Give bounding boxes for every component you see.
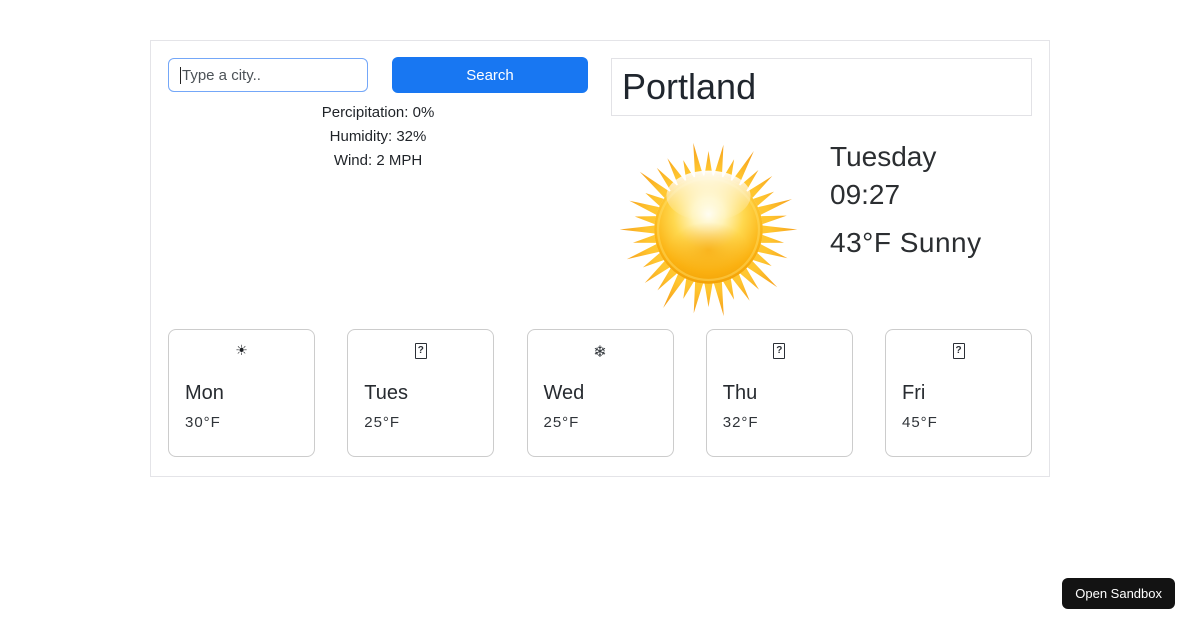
forecast-card-mon: ☀ Mon 30°F [168,329,315,457]
current-condition: 43°F Sunny [830,227,982,258]
forecast-temp: 25°F [543,414,580,431]
forecast-temp: 32°F [722,414,759,431]
current-weather: Tuesday 09:27 43°F Sunny [611,136,1032,323]
forecast-day: Tues [364,382,408,404]
search-button[interactable]: Search [392,57,588,93]
forecast-day: Fri [902,382,926,404]
forecast-day: Thu [722,382,758,404]
search-panel: Search Percipitation: 0% Humidity: 32% W… [168,57,588,323]
wind-stat: Wind: 2 MPH [333,152,423,169]
missing-glyph-icon: ? [952,343,965,360]
top-row: Search Percipitation: 0% Humidity: 32% W… [168,57,1032,323]
city-search-field-wrap [168,58,368,93]
weather-app-card: Search Percipitation: 0% Humidity: 32% W… [150,40,1050,477]
forecast-temp: 45°F [902,414,938,431]
current-time: 09:27 [830,179,901,210]
text-caret [180,67,181,84]
forecast-card-tues: ? Tues 25°F [347,329,495,457]
current-weather-panel: Portland [611,58,1032,323]
forecast-row: ☀ Mon 30°F ? Tues 25°F ❄ Wed 25°F ? Thu … [168,329,1032,457]
humidity-stat: Humidity: 32% [329,128,427,145]
snowflake-icon: ❄ [593,344,607,361]
missing-glyph-icon: ? [414,343,427,360]
missing-glyph-icon: ? [773,343,786,360]
city-search-input[interactable] [168,58,368,92]
forecast-day: Mon [185,382,224,404]
search-row: Search [168,57,588,93]
sun-icon [615,136,802,323]
precipitation-stat: Percipitation: 0% [321,104,435,121]
forecast-temp: 25°F [364,414,401,431]
forecast-temp: 30°F [185,414,221,431]
open-sandbox-button[interactable]: Open Sandbox [1062,578,1175,609]
forecast-card-wed: ❄ Wed 25°F [526,329,674,457]
forecast-day: Wed [543,382,585,404]
current-weather-text: Tuesday 09:27 43°F Sunny [830,136,982,323]
current-day: Tuesday [830,141,937,172]
forecast-card-thu: ? Thu 32°F [705,329,853,457]
forecast-card-fri: ? Fri 45°F [885,329,1032,457]
weather-stats: Percipitation: 0% Humidity: 32% Wind: 2 … [168,101,588,173]
city-name: Portland [611,58,1032,116]
sun-icon: ☀ [235,342,248,358]
